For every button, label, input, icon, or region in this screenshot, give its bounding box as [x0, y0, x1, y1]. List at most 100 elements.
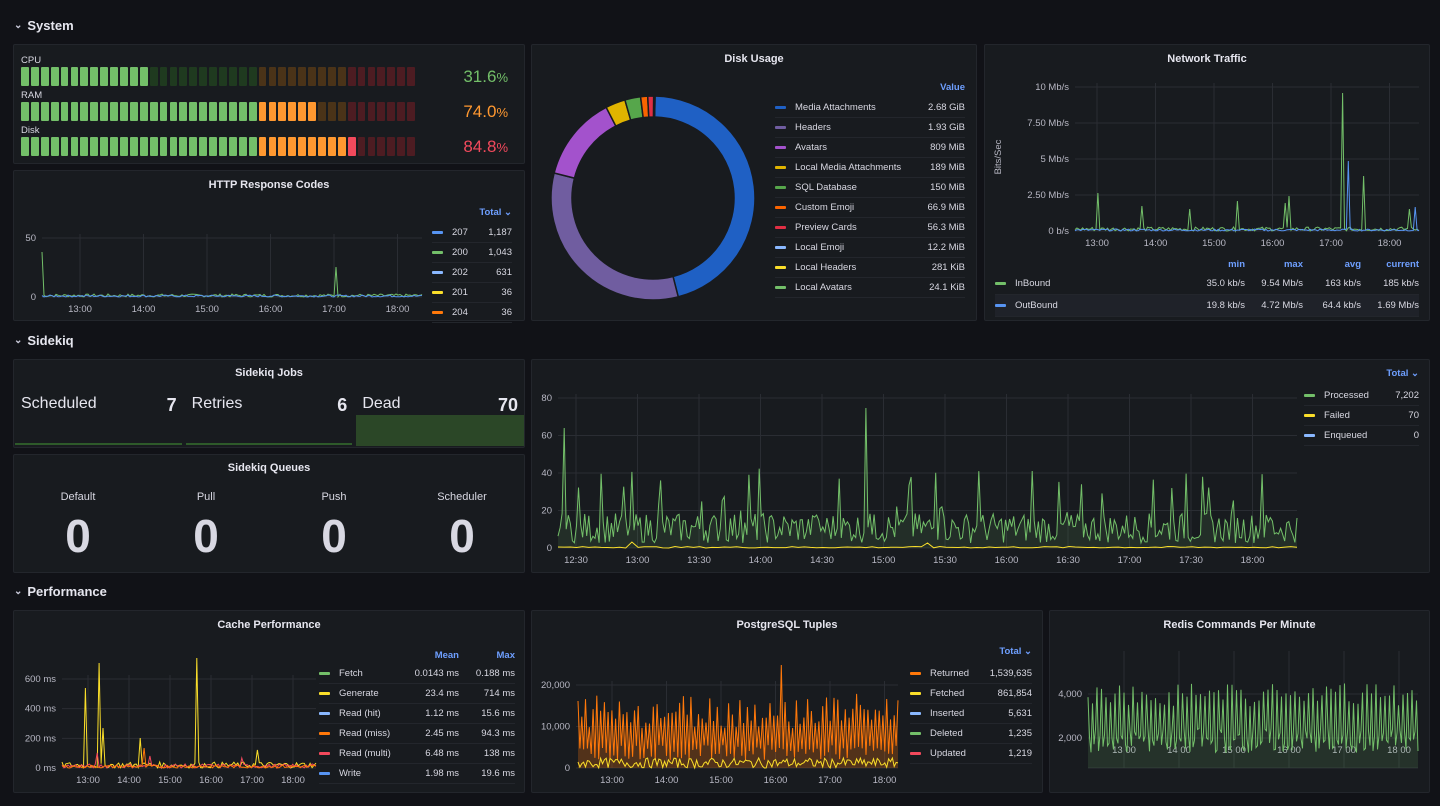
cache-legend-item[interactable]: Write 1.98 ms 19.6 ms: [319, 764, 515, 784]
series-swatch: [910, 732, 921, 735]
gauge-cell: [357, 67, 366, 86]
sidekiq-legend-header[interactable]: Total ⌄: [1386, 368, 1419, 379]
cache-legend-item[interactable]: Read (miss) 2.45 ms 94.3 ms: [319, 724, 515, 744]
sidekiq-queues-panel[interactable]: Sidekiq Queues Default 0 Pull 0 Push 0 Schedul…: [13, 454, 525, 573]
cache-col-header[interactable]: Max: [496, 649, 515, 661]
cache-xtick: 13:00: [76, 775, 100, 786]
pg-legend-item[interactable]: Deleted 1,235: [910, 724, 1032, 744]
disk-legend-item[interactable]: Avatars 809 MiB: [775, 138, 965, 158]
gauge-cell: [189, 102, 198, 121]
net-col-header[interactable]: avg: [1344, 258, 1361, 270]
pg-legend-item[interactable]: Returned 1,539,635: [910, 664, 1032, 684]
outbound-line: [1074, 160, 1420, 232]
legend-name: Custom Emoji: [795, 202, 855, 213]
pg-legend-item[interactable]: Inserted 5,631: [910, 704, 1032, 724]
disk-legend-item[interactable]: Custom Emoji 66.9 MiB: [775, 198, 965, 218]
disk-slice[interactable]: [653, 95, 756, 298]
http-legend-item[interactable]: 200 1,043: [432, 243, 512, 263]
sidekiq-legend-item[interactable]: Processed 7,202: [1304, 386, 1419, 406]
net-col-header[interactable]: current: [1386, 258, 1419, 270]
disk-legend-item[interactable]: Local Avatars 24.1 KiB: [775, 278, 965, 298]
gauge-cell: [50, 67, 59, 86]
cache-legend-item[interactable]: Fetch 0.0143 ms 0.188 ms: [319, 664, 515, 684]
disk-legend-item[interactable]: SQL Database 150 MiB: [775, 178, 965, 198]
gauge-cell: [228, 102, 237, 121]
gauge-cell: [268, 102, 277, 121]
redis-commands-panel[interactable]: Redis Commands Per Minute 4,0002,00013:0…: [1049, 610, 1430, 793]
cache-legend-item[interactable]: Read (multi) 6.48 ms 138 ms: [319, 744, 515, 764]
sidekiq-chart: 80 60 40 20 0 12:30 13:00 13:30 14:00 14:30 15:00 1…: [541, 393, 1298, 566]
cache-legend-item[interactable]: Generate 23.4 ms 714 ms: [319, 684, 515, 704]
legend-name: Local Avatars: [795, 282, 852, 293]
legend-name: Generate: [339, 688, 379, 699]
processed-line: [557, 407, 1298, 545]
cache-legend-item[interactable]: Read (hit) 1.12 ms 15.6 ms: [319, 704, 515, 724]
http-legend-item[interactable]: 202 631: [432, 263, 512, 283]
sidekiq-jobs-panel[interactable]: Sidekiq Jobs Scheduled 7 Retries 6 Dead 70: [13, 359, 525, 448]
sidekiq-chart-panel[interactable]: 80 60 40 20 0 12:30 13:00 13:30 14:00 14:30 15:00 1…: [531, 359, 1430, 573]
legend-name: OutBound: [1015, 300, 1058, 311]
series-swatch: [995, 304, 1006, 307]
sidekiq-legend-item[interactable]: Failed 70: [1304, 406, 1419, 426]
legend-value: 94.3 ms: [481, 728, 515, 739]
sidekiq-xtick: 12:30: [564, 555, 588, 566]
gauge-cell: [367, 102, 376, 121]
pg-legend-header[interactable]: Total ⌄: [999, 646, 1032, 657]
http-legend-item[interactable]: 204 36: [432, 303, 512, 323]
disk-slice[interactable]: [550, 172, 680, 301]
http-legend-header[interactable]: Total ⌄: [479, 207, 512, 218]
gauge-cell: [248, 67, 257, 86]
net-col-header[interactable]: min: [1228, 258, 1245, 270]
gauge-cell: [278, 137, 287, 156]
gauge-cell: [90, 137, 99, 156]
stat-sparkline: [185, 443, 353, 445]
gauge-cell: [318, 67, 326, 86]
system-bargauge-panel[interactable]: CPU 31.6% RAM 74.0% Disk 84.8%: [13, 44, 525, 164]
cache-performance-panel[interactable]: Cache Performance 600 ms 400 ms 200 ms 0 ms…: [13, 610, 525, 793]
postgres-tuples-panel[interactable]: PostgreSQL Tuples 20,000 10,000 0 13:00 14:0…: [531, 610, 1043, 793]
network-chart: 10 Mb/s 7.50 Mb/s 5 Mb/s 2.50 Mb/s 0 b/s 13:0…: [993, 82, 1420, 249]
cache-title: Cache Performance: [217, 619, 321, 631]
disk-legend-item[interactable]: Local Headers 281 KiB: [775, 258, 965, 278]
gauge-cell: [80, 137, 89, 156]
gauge-cell: [288, 67, 297, 86]
pg-legend-item[interactable]: Updated 1,219: [910, 744, 1032, 764]
sidekiq-legend: Total ⌄ Processed 7,202 Failed 70 Enqueued 0: [1304, 368, 1419, 446]
sidekiq-legend-item[interactable]: Enqueued 0: [1304, 426, 1419, 446]
disk-usage-panel[interactable]: Disk Usage Value Media Attachments 2.68 G…: [531, 44, 977, 321]
gauge-cell: [100, 67, 109, 86]
http-legend-item[interactable]: 207 1,187: [432, 223, 512, 243]
http-legend-item[interactable]: 201 36: [432, 283, 512, 303]
gauge-cell: [278, 67, 287, 86]
cache-legend-header: Mean Max: [319, 646, 515, 664]
pg-xtick: 14:00: [655, 775, 679, 786]
disk-slice[interactable]: [646, 95, 655, 118]
disk-slice[interactable]: [553, 106, 617, 180]
gauge-cell: [199, 102, 208, 121]
gauge-cell: [288, 137, 297, 156]
queue-label: Push: [321, 491, 347, 503]
disk-legend-item[interactable]: Media Attachments 2.68 GiB: [775, 98, 965, 118]
disk-slice[interactable]: [652, 95, 656, 118]
http-ytick: 50: [25, 233, 36, 244]
disk-legend-item[interactable]: Local Emoji 12.2 MiB: [775, 238, 965, 258]
disk-legend-item[interactable]: Headers 1.93 GiB: [775, 118, 965, 138]
legend-value: 138 ms: [483, 748, 515, 759]
net-legend-item[interactable]: OutBound 19.8 kb/s 4.72 Mb/s 64.4 kb/s 1.69 …: [995, 295, 1419, 317]
legend-value: 7,202: [1395, 390, 1419, 401]
stat-value: 70: [497, 395, 518, 415]
gauge-cell: [129, 102, 138, 121]
row-sidekiq[interactable]: ⌄ Sidekiq: [14, 333, 74, 348]
net-col-header[interactable]: max: [1283, 258, 1303, 270]
http-response-panel[interactable]: HTTP Response Codes 50 0 13:00 14:00 15:00 16…: [13, 170, 525, 323]
cache-col-header[interactable]: Mean: [434, 649, 459, 661]
gauge-cell: [21, 102, 29, 121]
disk-legend-item[interactable]: Preview Cards 56.3 MiB: [775, 218, 965, 238]
pg-legend-item[interactable]: Fetched 861,854: [910, 684, 1032, 704]
disk-legend-item[interactable]: Local Media Attachments 189 MiB: [775, 158, 965, 178]
network-traffic-panel[interactable]: Network Traffic 10 Mb/s 7.50 Mb/s 5 Mb/s 2.…: [984, 44, 1430, 321]
row-system[interactable]: ⌄ System: [14, 18, 74, 33]
net-legend-item[interactable]: InBound 35.0 kb/s 9.54 Mb/s 163 kb/s 185 kb/…: [995, 273, 1419, 295]
row-performance[interactable]: ⌄ Performance: [14, 584, 107, 599]
gauge-cell: [397, 137, 406, 156]
